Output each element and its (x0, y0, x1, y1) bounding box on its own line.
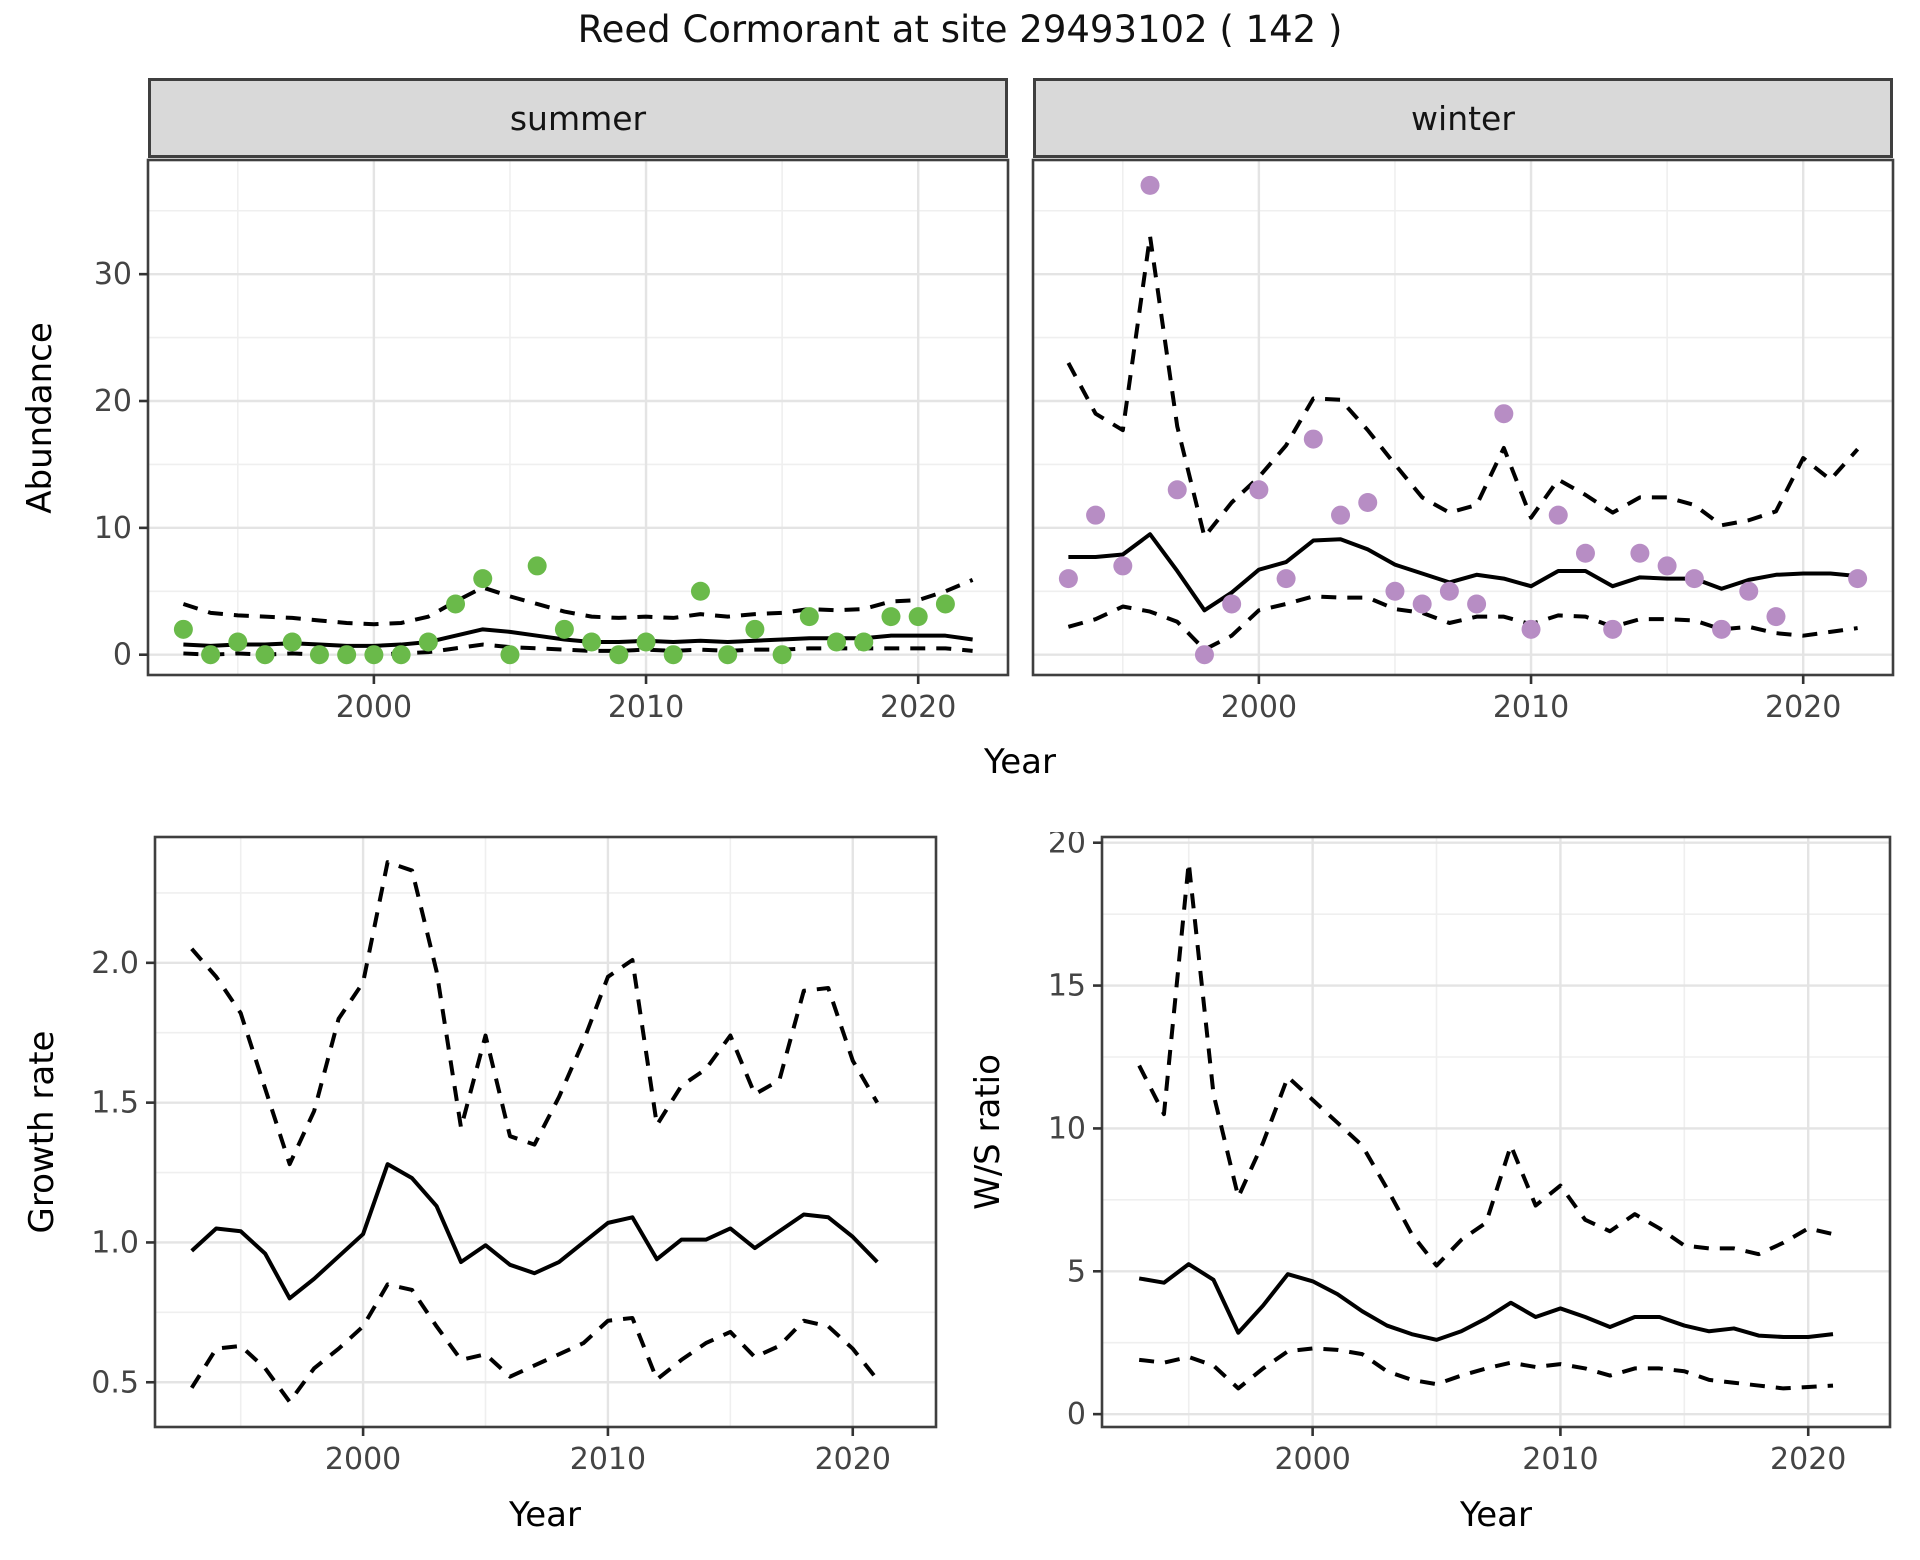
panel-ws-ratio: 2000 2010 2020 0 5 10 15 20 (1048, 832, 1892, 1477)
svg-text:0: 0 (1067, 1397, 1086, 1432)
facet-strip-summer: summer (148, 78, 1008, 158)
svg-text:0: 0 (113, 638, 132, 673)
svg-text:2.0: 2.0 (91, 946, 139, 981)
figure-title: Reed Cormorant at site 29493102 ( 142 ) (577, 8, 1343, 51)
svg-text:5: 5 (1067, 1254, 1086, 1289)
svg-text:2000: 2000 (325, 1442, 401, 1477)
panel-winter-abundance: 2000 2010 2020 (1031, 158, 1895, 725)
svg-text:2010: 2010 (570, 1442, 646, 1477)
svg-text:2010: 2010 (1522, 1442, 1598, 1477)
svg-text:20: 20 (1048, 832, 1086, 861)
x-axis-title-year-ws: Year (1460, 1495, 1532, 1535)
svg-text:0.5: 0.5 (91, 1365, 139, 1400)
facet-label-summer: summer (509, 98, 647, 138)
svg-text:15: 15 (1048, 969, 1086, 1004)
svg-text:20: 20 (94, 384, 132, 419)
svg-text:30: 30 (94, 257, 132, 292)
svg-text:1.5: 1.5 (91, 1086, 139, 1121)
svg-text:2020: 2020 (1765, 690, 1841, 725)
x-axis-title-year-growth: Year (509, 1495, 581, 1535)
svg-text:2010: 2010 (608, 690, 684, 725)
svg-text:10: 10 (94, 511, 132, 546)
facet-label-winter: winter (1411, 98, 1515, 138)
svg-text:10: 10 (1048, 1111, 1086, 1146)
svg-text:2000: 2000 (336, 690, 412, 725)
facet-strip-winter: winter (1033, 78, 1893, 158)
svg-text:2000: 2000 (1274, 1442, 1350, 1477)
svg-text:2000: 2000 (1221, 690, 1297, 725)
svg-text:2020: 2020 (880, 690, 956, 725)
svg-text:2020: 2020 (815, 1442, 891, 1477)
svg-text:2010: 2010 (1493, 690, 1569, 725)
x-axis-title-year-top: Year (984, 742, 1056, 782)
y-axis-title-ws-ratio: W/S ratio (968, 1054, 1008, 1210)
y-axis-title-growth-rate: Growth rate (22, 1030, 62, 1234)
panel-growth-rate: 2000 2010 2020 0.5 1.0 1.5 2.0 (91, 835, 938, 1477)
y-axis-title-abundance: Abundance (20, 322, 60, 514)
svg-text:1.0: 1.0 (91, 1225, 139, 1260)
svg-text:2020: 2020 (1770, 1442, 1846, 1477)
panel-summer-abundance: 2000 2010 2020 0 10 20 30 (94, 158, 1010, 725)
